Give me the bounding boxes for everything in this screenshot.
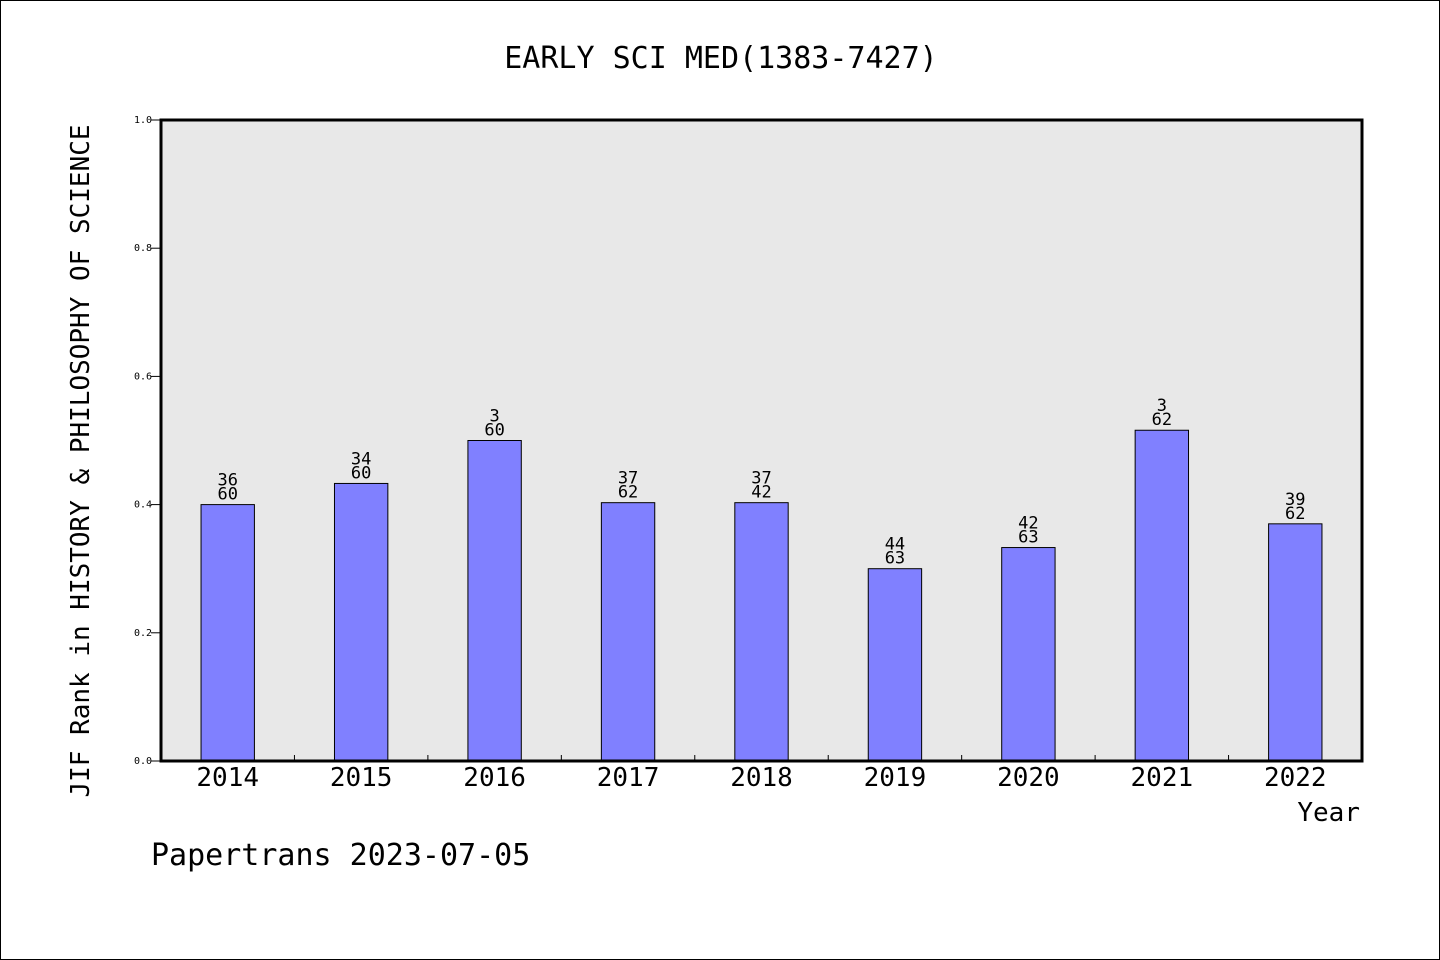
y-tick-label: 0.4 bbox=[134, 500, 152, 511]
bar-rank-label: 37 bbox=[618, 469, 638, 489]
bar-rank-label: 34 bbox=[351, 449, 371, 469]
y-axis-label: JIF Rank in HISTORY & PHILOSOPHY OF SCIE… bbox=[66, 124, 96, 797]
bar-total-label: 60 bbox=[484, 421, 504, 441]
y-tick-label: 1.0 bbox=[134, 115, 152, 126]
plot-border bbox=[159, 118, 1364, 763]
bar-rank-label: 3 bbox=[489, 407, 499, 427]
y-tick-label: 0.2 bbox=[134, 628, 152, 639]
y-tick-label: 0.0 bbox=[134, 756, 152, 767]
bar-rank-label: 3 bbox=[1157, 396, 1167, 416]
x-tick-label: 2014 bbox=[196, 763, 259, 793]
bar-rank-label: 37 bbox=[751, 469, 771, 489]
bar-rank-label: 39 bbox=[1285, 490, 1305, 510]
bar bbox=[333, 482, 389, 762]
bar-total-label: 62 bbox=[1152, 410, 1172, 430]
bar-total-label: 63 bbox=[1018, 528, 1038, 548]
bar-total-label: 42 bbox=[751, 483, 771, 503]
x-tick-label: 2016 bbox=[463, 763, 526, 793]
bar bbox=[1268, 523, 1323, 762]
x-axis: 2014 2015 2016 2017 2018 2019 2020 2021 2022 bbox=[196, 755, 1327, 793]
x-tick-label: 2015 bbox=[330, 763, 393, 793]
x-axis-label: Year bbox=[1297, 798, 1360, 828]
x-tick-label: 2019 bbox=[864, 763, 927, 793]
bar-rank-label: 44 bbox=[885, 535, 905, 555]
bar-total-label: 60 bbox=[217, 485, 237, 505]
y-tick-label: 0.6 bbox=[134, 371, 152, 382]
bar bbox=[734, 502, 789, 762]
bar bbox=[200, 504, 255, 762]
bar bbox=[1001, 547, 1056, 762]
footer-credit: Papertrans 2023-07-05 bbox=[151, 838, 530, 873]
bar-total-label: 60 bbox=[351, 463, 371, 483]
bar bbox=[1134, 429, 1190, 762]
x-tick-label: 2021 bbox=[1131, 763, 1194, 793]
bar-total-label: 63 bbox=[885, 549, 905, 569]
bar bbox=[867, 568, 923, 762]
y-tick-label: 0.8 bbox=[134, 243, 152, 254]
y-axis: 0.0 0.2 0.4 0.6 0.8 1.0 bbox=[134, 115, 161, 767]
x-tick-label: 2020 bbox=[997, 763, 1060, 793]
bar-rank-label: 42 bbox=[1018, 514, 1038, 534]
bar bbox=[467, 440, 522, 762]
x-tick-label: 2022 bbox=[1264, 763, 1327, 793]
bar-rank-label: 36 bbox=[217, 471, 237, 491]
chart-title: EARLY SCI MED(1383-7427) bbox=[504, 41, 937, 76]
x-tick-label: 2018 bbox=[730, 763, 793, 793]
x-tick-label: 2017 bbox=[597, 763, 660, 793]
bar-total-label: 62 bbox=[1285, 504, 1305, 524]
bar-total-label: 62 bbox=[618, 483, 638, 503]
bar bbox=[600, 502, 656, 762]
